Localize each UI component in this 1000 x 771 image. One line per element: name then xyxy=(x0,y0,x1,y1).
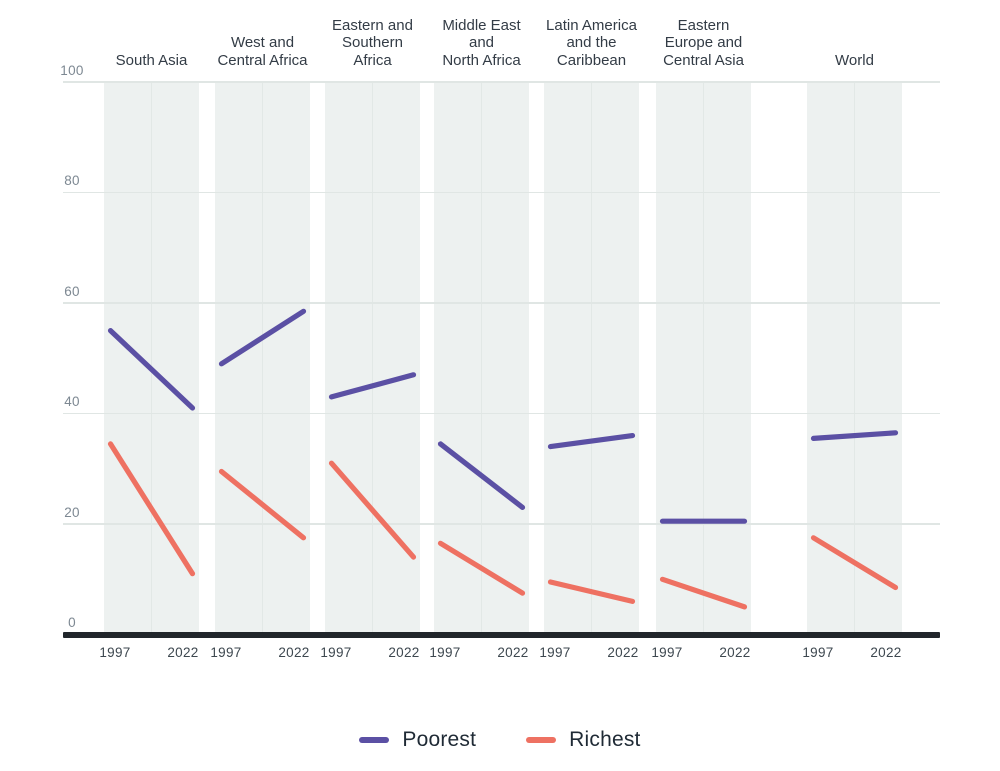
region-title-line: South Asia xyxy=(115,51,188,69)
year-tick-label: 1997 xyxy=(210,645,242,660)
y-axis-label: 0 xyxy=(68,615,76,630)
region-title-line: Eastern xyxy=(677,16,730,34)
y-axis-label: 60 xyxy=(64,283,80,299)
year-tick-label: 1997 xyxy=(802,645,834,660)
y-axis-label: 20 xyxy=(64,504,80,520)
region-title: Eastern Europe and Central Asia xyxy=(629,12,779,69)
richest-line-swatch xyxy=(526,737,557,743)
region-title: Middle East and North Africa xyxy=(407,12,557,69)
year-tick-label: 2022 xyxy=(388,645,420,660)
region-title-line: Southern xyxy=(342,34,403,51)
region-title-line: and xyxy=(468,34,495,51)
region-title-line: Central Asia xyxy=(663,51,744,69)
legend-item-richest: Richest xyxy=(526,728,640,752)
region-title-line: North Africa xyxy=(442,51,521,69)
year-tick-label: 2022 xyxy=(870,645,902,660)
y-axis-label: 100 xyxy=(60,62,84,78)
region-title-line: Latin America xyxy=(546,16,637,34)
year-tick-label: 2022 xyxy=(278,645,310,660)
year-tick-label: 1997 xyxy=(539,645,571,660)
band-midline xyxy=(590,83,593,632)
region-title-line: Eastern and xyxy=(332,16,413,34)
region-title-line: Africa xyxy=(353,51,392,69)
year-tick-label: 2022 xyxy=(167,645,199,660)
gridline xyxy=(63,81,940,83)
legend: Poorest Richest xyxy=(0,724,1000,756)
band-midline xyxy=(853,83,856,632)
year-tick-label: 2022 xyxy=(607,645,639,660)
x-axis-line xyxy=(63,632,940,638)
legend-label-richest: Richest xyxy=(569,728,641,751)
legend-label-poorest: Poorest xyxy=(402,728,477,751)
region-title: Eastern and Southern Africa xyxy=(298,12,448,69)
gridline xyxy=(63,412,940,415)
year-tick-label: 1997 xyxy=(99,645,131,660)
gridline xyxy=(63,523,940,525)
band-midline xyxy=(702,83,705,632)
y-axis-label: 40 xyxy=(64,394,80,409)
region-title-line: Caribbean xyxy=(556,51,627,69)
region-title-line: and the xyxy=(566,34,617,51)
region-title-line: World xyxy=(835,51,874,69)
region-title-line: Europe and xyxy=(664,34,743,51)
band-midline xyxy=(371,83,374,632)
legend-item-poorest: Poorest xyxy=(359,728,476,752)
region-title-line: West and xyxy=(230,34,295,51)
year-tick-label: 1997 xyxy=(651,645,683,660)
region-title: World xyxy=(780,12,930,69)
region-title: West and Central Africa xyxy=(188,12,338,69)
region-title: South Asia xyxy=(77,12,227,69)
region-title-line: Middle East xyxy=(442,16,521,34)
band-midline xyxy=(261,83,264,632)
year-tick-label: 1997 xyxy=(429,645,461,660)
year-tick-label: 2022 xyxy=(719,645,751,660)
band-midline xyxy=(480,83,483,632)
year-tick-label: 1997 xyxy=(320,645,352,660)
year-tick-label: 2022 xyxy=(497,645,529,660)
gridline xyxy=(63,302,940,304)
band-midline xyxy=(150,83,153,632)
poorest-line-swatch xyxy=(359,737,390,743)
region-title-line: Central Africa xyxy=(217,51,308,69)
region-title: Latin America and the Caribbean xyxy=(517,12,667,69)
y-axis-label: 80 xyxy=(64,173,80,188)
gridline xyxy=(63,191,940,194)
